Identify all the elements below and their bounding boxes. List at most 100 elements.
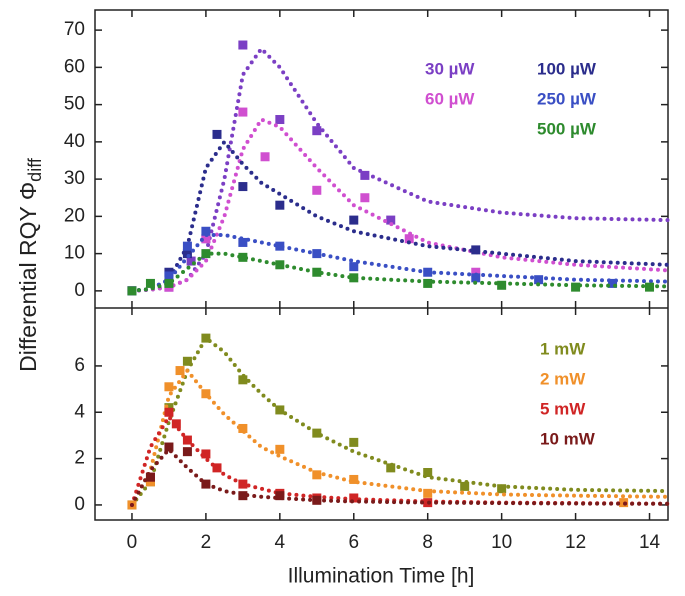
- data-point: [497, 280, 507, 290]
- data-point: [164, 278, 174, 288]
- x-tick-label: 4: [275, 532, 286, 553]
- fit-curve: [129, 335, 670, 507]
- x-tick-label: 6: [348, 532, 359, 553]
- data-point: [186, 256, 196, 266]
- fit-curve: [129, 367, 670, 507]
- data-point: [312, 267, 322, 277]
- data-point: [238, 252, 248, 262]
- data-point: [608, 278, 618, 288]
- y-tick-label: 50: [64, 94, 85, 115]
- x-tick-label: 14: [639, 532, 661, 553]
- data-point: [404, 234, 414, 244]
- data-point: [471, 273, 481, 283]
- x-tick-label: 12: [565, 532, 586, 553]
- data-point: [182, 249, 192, 259]
- legend-label: 500 µW: [537, 119, 597, 138]
- data-point: [145, 278, 155, 288]
- data-point: [471, 267, 481, 277]
- data-point: [171, 419, 181, 429]
- data-point: [127, 286, 137, 296]
- y-axis-label-main: Differential RQY Φ: [15, 182, 41, 372]
- y-axis-label-sub: diff: [25, 157, 45, 182]
- data-point: [238, 40, 248, 50]
- data-point: [312, 495, 322, 505]
- fit-curve: [129, 117, 670, 293]
- y-tick-label: 20: [64, 205, 85, 226]
- data-point: [182, 435, 192, 445]
- data-point: [145, 477, 155, 487]
- data-point: [182, 356, 192, 366]
- data-point: [201, 234, 211, 244]
- data-point: [471, 245, 481, 255]
- data-point: [275, 241, 285, 251]
- data-point: [275, 444, 285, 454]
- legend-label: 10 mW: [540, 429, 596, 448]
- data-point: [201, 479, 211, 489]
- data-point: [349, 437, 359, 447]
- legend-label: 5 mW: [540, 399, 586, 418]
- x-tick-label: 10: [491, 532, 512, 553]
- data-point: [312, 428, 322, 438]
- data-point: [349, 474, 359, 484]
- data-point: [571, 282, 581, 292]
- y-tick-label: 0: [74, 280, 85, 301]
- data-point: [164, 382, 174, 392]
- data-point: [238, 107, 248, 117]
- legend-label: 30 µW: [425, 59, 475, 78]
- x-tick-label: 0: [127, 532, 138, 553]
- data-point: [201, 249, 211, 259]
- x-tick-label: 2: [201, 532, 212, 553]
- data-point: [201, 226, 211, 236]
- x-axis-label: Illumination Time [h]: [288, 565, 475, 588]
- y-tick-label: 4: [74, 401, 85, 422]
- data-point: [360, 170, 370, 180]
- data-point: [349, 273, 359, 283]
- data-point: [349, 493, 359, 503]
- data-point: [164, 407, 174, 417]
- data-point: [349, 262, 359, 272]
- data-point: [238, 237, 248, 247]
- y-tick-label: 6: [74, 355, 85, 376]
- data-point: [145, 472, 155, 482]
- data-point: [201, 449, 211, 459]
- data-point: [275, 491, 285, 501]
- data-point: [423, 468, 433, 478]
- data-point: [275, 200, 285, 210]
- data-point: [275, 405, 285, 415]
- x-tick-label: 8: [422, 532, 433, 553]
- data-point: [349, 215, 359, 225]
- data-point: [423, 488, 433, 498]
- data-point: [175, 366, 185, 376]
- data-point: [275, 115, 285, 125]
- legend-label: 100 µW: [537, 59, 597, 78]
- data-point: [164, 403, 174, 413]
- data-point: [164, 271, 174, 281]
- data-point: [238, 423, 248, 433]
- y-axis-label: Differential RQY Φdiff: [15, 157, 45, 372]
- data-point: [312, 126, 322, 136]
- y-tick-label: 70: [64, 19, 85, 40]
- data-point: [312, 470, 322, 480]
- y-tick-label: 0: [74, 494, 85, 515]
- data-point: [238, 375, 248, 385]
- data-point: [238, 479, 248, 489]
- data-point: [238, 491, 248, 501]
- data-point: [360, 193, 370, 203]
- data-point: [182, 241, 192, 251]
- legend-label: 60 µW: [425, 89, 475, 108]
- data-point: [534, 275, 544, 285]
- data-point: [182, 447, 192, 457]
- data-point: [201, 389, 211, 399]
- data-point: [212, 463, 222, 473]
- fit-curve: [129, 446, 670, 507]
- data-point: [275, 260, 285, 270]
- y-tick-label: 30: [64, 168, 85, 189]
- fit-curve: [129, 251, 670, 293]
- y-tick-label: 60: [64, 56, 85, 77]
- data-point: [238, 182, 248, 192]
- fit-curve: [129, 232, 670, 293]
- legend-label: 1 mW: [540, 339, 586, 358]
- data-point: [212, 129, 222, 139]
- data-point: [386, 463, 396, 473]
